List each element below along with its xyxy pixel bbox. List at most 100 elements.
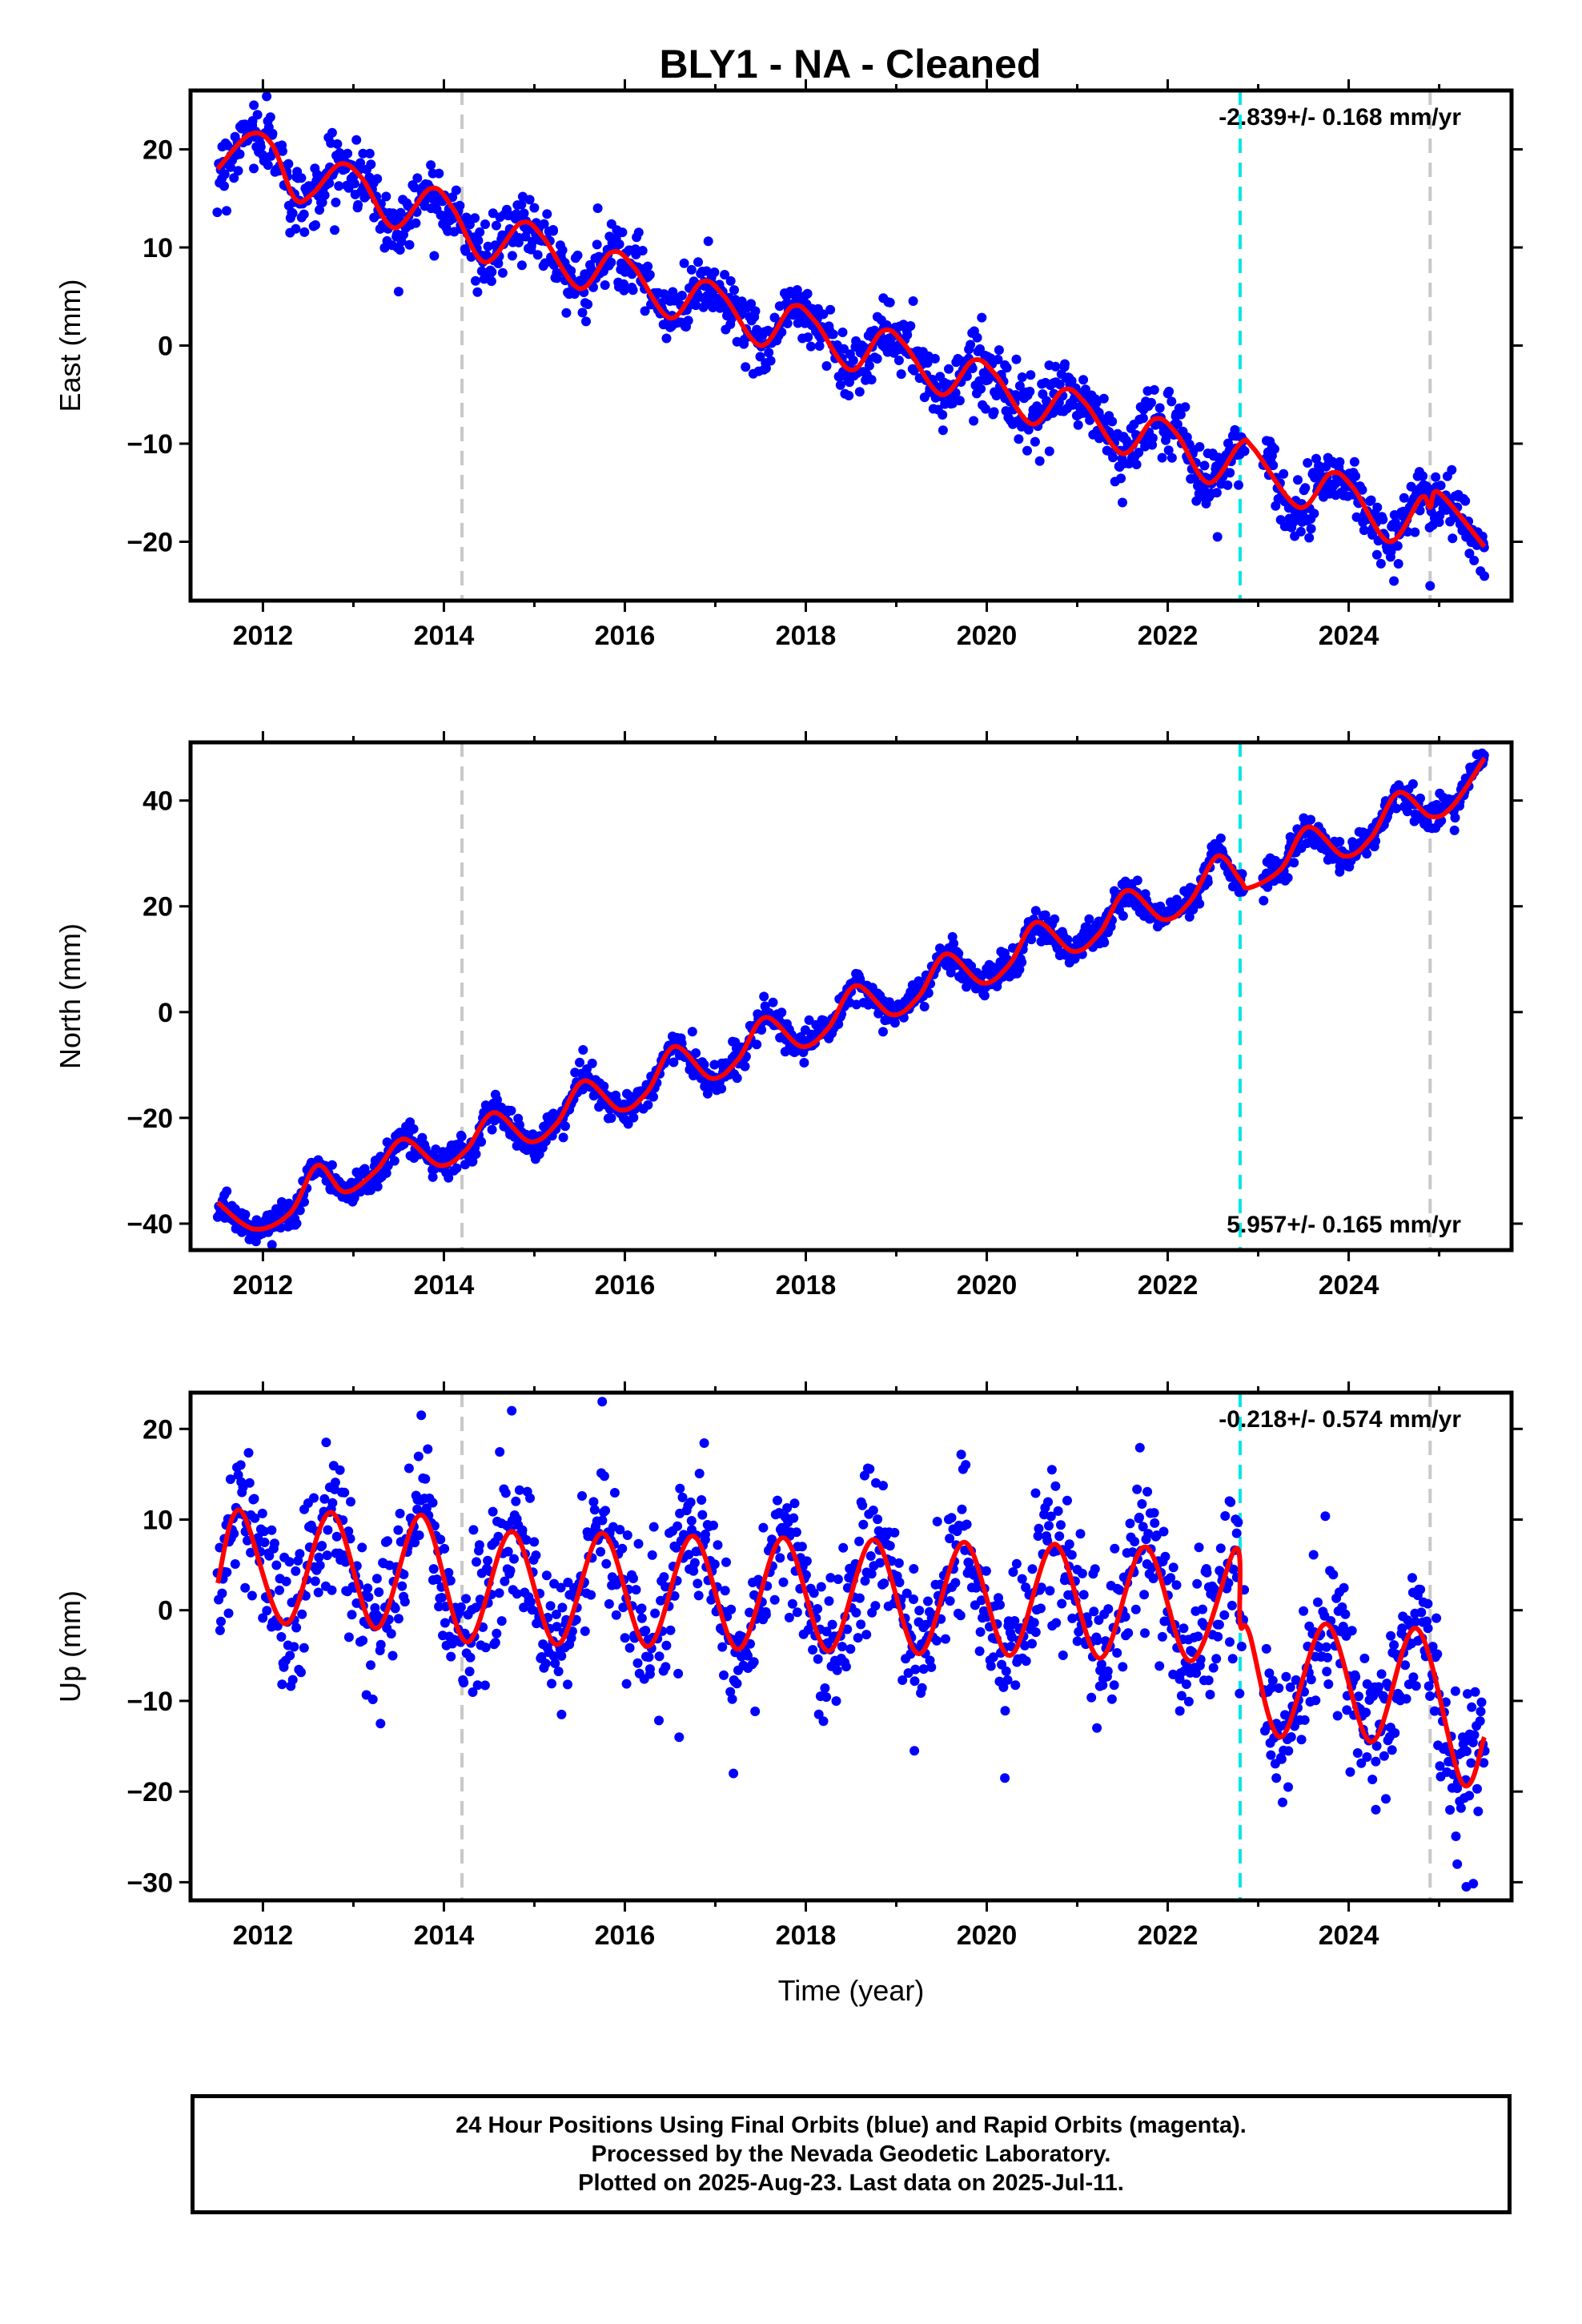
data-point (824, 1596, 834, 1606)
data-point (673, 1668, 684, 1679)
data-point (889, 1527, 900, 1538)
data-point (1427, 1642, 1438, 1652)
data-point (950, 1578, 961, 1588)
data-point (1198, 1604, 1207, 1614)
data-point (1046, 1465, 1057, 1475)
data-point (1361, 1707, 1371, 1718)
data-point (1366, 495, 1376, 505)
data-point (659, 1572, 669, 1582)
data-point (1205, 1690, 1215, 1699)
data-point (932, 1517, 942, 1526)
data-point (1099, 937, 1110, 947)
data-point (761, 1610, 771, 1620)
data-point (358, 1635, 368, 1646)
data-points (212, 91, 1490, 591)
data-point (689, 1566, 699, 1576)
data-point (493, 1531, 504, 1542)
data-point (1362, 849, 1372, 859)
data-point (858, 1519, 869, 1530)
data-point (247, 1590, 257, 1601)
data-point (299, 209, 309, 219)
data-point (844, 391, 854, 400)
data-point (1089, 1606, 1099, 1617)
data-point (432, 1574, 442, 1585)
data-point (1108, 452, 1118, 463)
data-point (588, 1497, 599, 1507)
data-point (327, 127, 337, 138)
data-point (699, 1438, 709, 1448)
data-point (1268, 460, 1279, 471)
data-point (719, 1670, 729, 1680)
data-point (1371, 1804, 1381, 1815)
data-point (1191, 496, 1202, 506)
data-point (563, 1578, 573, 1587)
data-point (1235, 1688, 1245, 1699)
data-point (330, 1478, 340, 1488)
data-point (1322, 1667, 1332, 1677)
data-point (540, 1659, 551, 1669)
data-point (413, 1451, 424, 1462)
data-point (1011, 354, 1022, 364)
data-point (1073, 420, 1083, 430)
data-point (725, 1687, 736, 1697)
data-point (962, 1519, 972, 1530)
data-point (671, 1542, 681, 1553)
data-point (650, 1608, 661, 1618)
data-point (1320, 1511, 1331, 1522)
data-point (1340, 1609, 1351, 1619)
data-point (267, 1240, 277, 1250)
data-point (878, 1027, 888, 1037)
data-point (1164, 386, 1174, 396)
data-point (1431, 1613, 1442, 1623)
data-point (1447, 533, 1458, 544)
data-point (975, 1626, 986, 1637)
data-point (1184, 911, 1195, 922)
x-tick-label: 2014 (414, 1920, 475, 1951)
data-point (647, 1550, 657, 1560)
data-point (799, 1058, 809, 1068)
data-point (918, 1664, 929, 1675)
data-point (423, 1444, 433, 1454)
data-point (410, 1538, 420, 1548)
data-point (1017, 372, 1027, 382)
data-point (841, 1662, 851, 1672)
data-point (932, 1635, 942, 1646)
data-point (669, 1057, 679, 1068)
y-tick-label: −20 (126, 1104, 173, 1134)
data-point (1351, 471, 1361, 481)
data-point (529, 1150, 540, 1160)
data-point (1451, 1831, 1461, 1841)
data-point (471, 275, 480, 286)
data-point (1092, 1635, 1102, 1646)
data-point (358, 148, 368, 159)
data-point (938, 425, 948, 436)
data-point (295, 1549, 305, 1559)
data-point (755, 352, 765, 362)
data-point (1163, 445, 1174, 456)
data-point (1371, 549, 1382, 560)
data-point (552, 273, 562, 283)
data-point (330, 225, 339, 235)
y-axis-label: Up (mm) (54, 1590, 86, 1703)
x-tick-label: 2016 (595, 1920, 656, 1951)
data-point (977, 312, 987, 323)
data-point (720, 1586, 730, 1596)
data-point (353, 199, 363, 210)
data-point (750, 306, 761, 316)
data-point (1371, 1756, 1381, 1767)
data-point (444, 1172, 454, 1183)
data-point (470, 213, 480, 223)
data-point (1064, 1539, 1074, 1550)
data-point (1109, 1680, 1119, 1691)
data-point (622, 1530, 632, 1540)
data-point (557, 1602, 568, 1613)
data-point (284, 1557, 295, 1567)
data-point (1030, 436, 1040, 447)
data-point (1313, 1597, 1323, 1607)
data-point (1034, 1523, 1044, 1534)
velocity-annotation: 5.957+/- 0.165 mm/yr (1227, 1212, 1461, 1238)
data-point (709, 267, 720, 277)
data-point (572, 250, 583, 260)
data-point (1211, 1654, 1222, 1664)
data-point (262, 91, 272, 102)
